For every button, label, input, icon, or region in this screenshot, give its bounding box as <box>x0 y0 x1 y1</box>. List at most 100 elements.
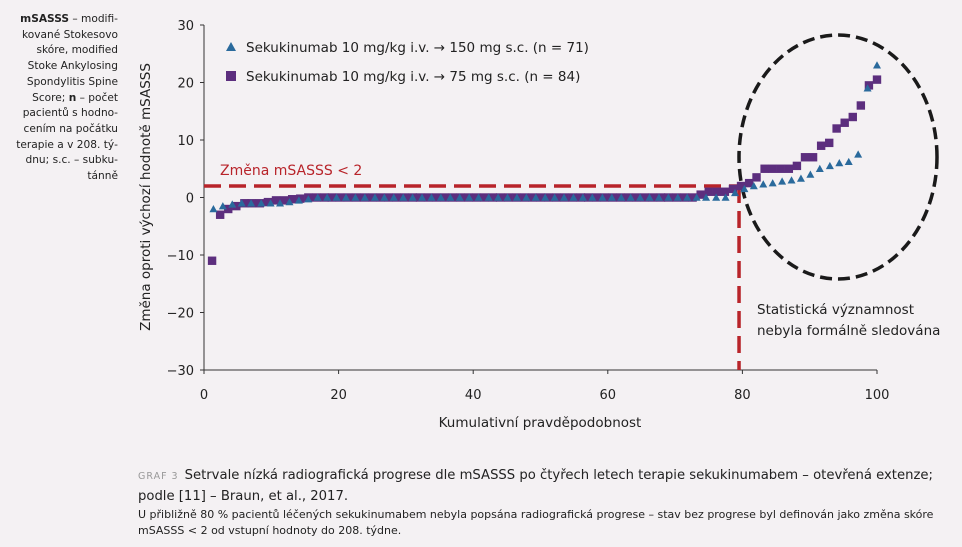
data-point-150mg <box>351 193 360 201</box>
data-point-150mg <box>806 170 815 178</box>
data-point-150mg <box>787 176 796 184</box>
data-point-150mg <box>607 193 616 201</box>
data-point-150mg <box>578 193 587 201</box>
data-point-75mg <box>207 256 217 265</box>
x-tick-label: 80 <box>734 388 751 403</box>
data-point-150mg <box>759 180 768 188</box>
data-point-75mg <box>376 193 385 202</box>
data-point-150mg <box>844 157 853 166</box>
data-point-75mg <box>584 193 593 202</box>
data-point-150mg <box>313 193 322 201</box>
data-point-150mg <box>854 150 863 158</box>
data-point-150mg <box>266 199 275 207</box>
data-point-150mg <box>465 193 474 201</box>
data-point-150mg <box>257 199 266 207</box>
data-point-75mg <box>640 193 650 202</box>
data-point-150mg <box>209 205 218 213</box>
data-point-75mg <box>232 201 241 211</box>
data-point-150mg <box>285 198 294 206</box>
threshold-label: Změna mSASSS < 2 <box>220 163 362 179</box>
data-point-150mg <box>408 193 417 201</box>
data-point-75mg <box>287 195 297 204</box>
data-point-150mg <box>237 199 246 207</box>
data-point-150mg <box>522 193 531 201</box>
x-tick-label: 20 <box>330 388 347 403</box>
data-point-150mg <box>247 199 256 207</box>
data-point-75mg <box>423 193 433 202</box>
data-point-75mg <box>592 193 601 202</box>
data-point-150mg <box>332 193 341 201</box>
data-point-150mg <box>342 193 351 201</box>
data-point-75mg <box>784 164 794 173</box>
data-point-150mg <box>455 193 464 201</box>
data-point-75mg <box>856 101 866 110</box>
y-tick-label: −10 <box>167 249 194 264</box>
data-point-150mg <box>636 193 645 201</box>
data-point-75mg <box>632 193 641 202</box>
data-point-150mg <box>796 174 805 182</box>
data-point-150mg <box>560 193 569 201</box>
y-tick-label: −30 <box>167 364 194 379</box>
x-tick-label: 0 <box>200 388 208 403</box>
data-point-150mg <box>360 193 369 201</box>
data-point-75mg <box>720 187 730 196</box>
data-point-75mg <box>544 193 553 202</box>
data-point-150mg <box>768 179 777 187</box>
data-point-75mg <box>279 196 289 205</box>
y-tick-label: 10 <box>177 134 194 149</box>
data-point-150mg <box>370 193 379 201</box>
data-point-150mg <box>863 84 872 92</box>
data-point-150mg <box>654 193 663 201</box>
data-point-150mg <box>778 177 787 185</box>
data-point-150mg <box>645 193 654 201</box>
data-point-75mg <box>696 190 705 199</box>
data-point-150mg <box>673 193 682 201</box>
data-point-75mg <box>688 193 697 202</box>
data-point-75mg <box>440 193 449 202</box>
data-point-75mg <box>680 193 689 202</box>
data-point-150mg <box>692 193 701 201</box>
data-point-150mg <box>588 193 597 201</box>
data-point-150mg <box>436 193 445 201</box>
data-point-75mg <box>832 124 841 133</box>
data-point-75mg <box>704 187 713 196</box>
data-point-75mg <box>825 138 834 148</box>
data-point-150mg <box>494 193 503 201</box>
data-point-150mg <box>218 202 227 210</box>
data-point-150mg <box>228 200 237 208</box>
data-point-75mg <box>327 193 337 202</box>
data-point-75mg <box>808 153 818 162</box>
data-point-75mg <box>224 204 233 214</box>
x-tick-label: 60 <box>600 388 617 403</box>
x-tick-label: 40 <box>465 388 482 403</box>
data-point-150mg <box>664 193 673 201</box>
figure-label: GRAF 3 <box>138 471 179 482</box>
data-point-150mg <box>474 193 483 201</box>
annotation: Statistická významnost nebyla formálně sl… <box>757 302 940 339</box>
data-point-75mg <box>736 181 746 191</box>
legend-label-75mg: Sekukinumab 10 mg/kg i.v. → 75 mg s.c. (… <box>246 69 580 85</box>
data-point-75mg <box>392 193 401 202</box>
data-point-150mg <box>294 196 303 204</box>
data-point-75mg <box>712 187 722 196</box>
data-point-150mg <box>721 193 730 201</box>
data-point-75mg <box>816 141 826 150</box>
data-point-150mg <box>835 159 844 167</box>
y-tick-label: 20 <box>177 77 194 92</box>
data-point-150mg <box>550 193 559 201</box>
data-point-150mg <box>598 193 607 201</box>
data-point-75mg <box>648 193 658 202</box>
data-point-75mg <box>728 184 738 194</box>
data-point-75mg <box>320 193 329 202</box>
data-point-150mg <box>541 193 550 201</box>
y-tick-label: 0 <box>186 192 194 207</box>
data-point-75mg <box>776 164 785 173</box>
data-point-75mg <box>240 199 249 208</box>
data-point-75mg <box>536 193 545 202</box>
data-point-150mg <box>740 184 749 193</box>
data-point-75mg <box>752 173 761 182</box>
data-point-75mg <box>768 164 777 173</box>
chart: −30 −20 −10 0 10 20 30 0 20 40 60 80 100 Sekukinumab… <box>138 19 940 431</box>
abbreviation-note: mSASSS – modifi­kované Stokesovo skóre, … <box>16 13 118 183</box>
data-point-75mg <box>792 161 802 171</box>
